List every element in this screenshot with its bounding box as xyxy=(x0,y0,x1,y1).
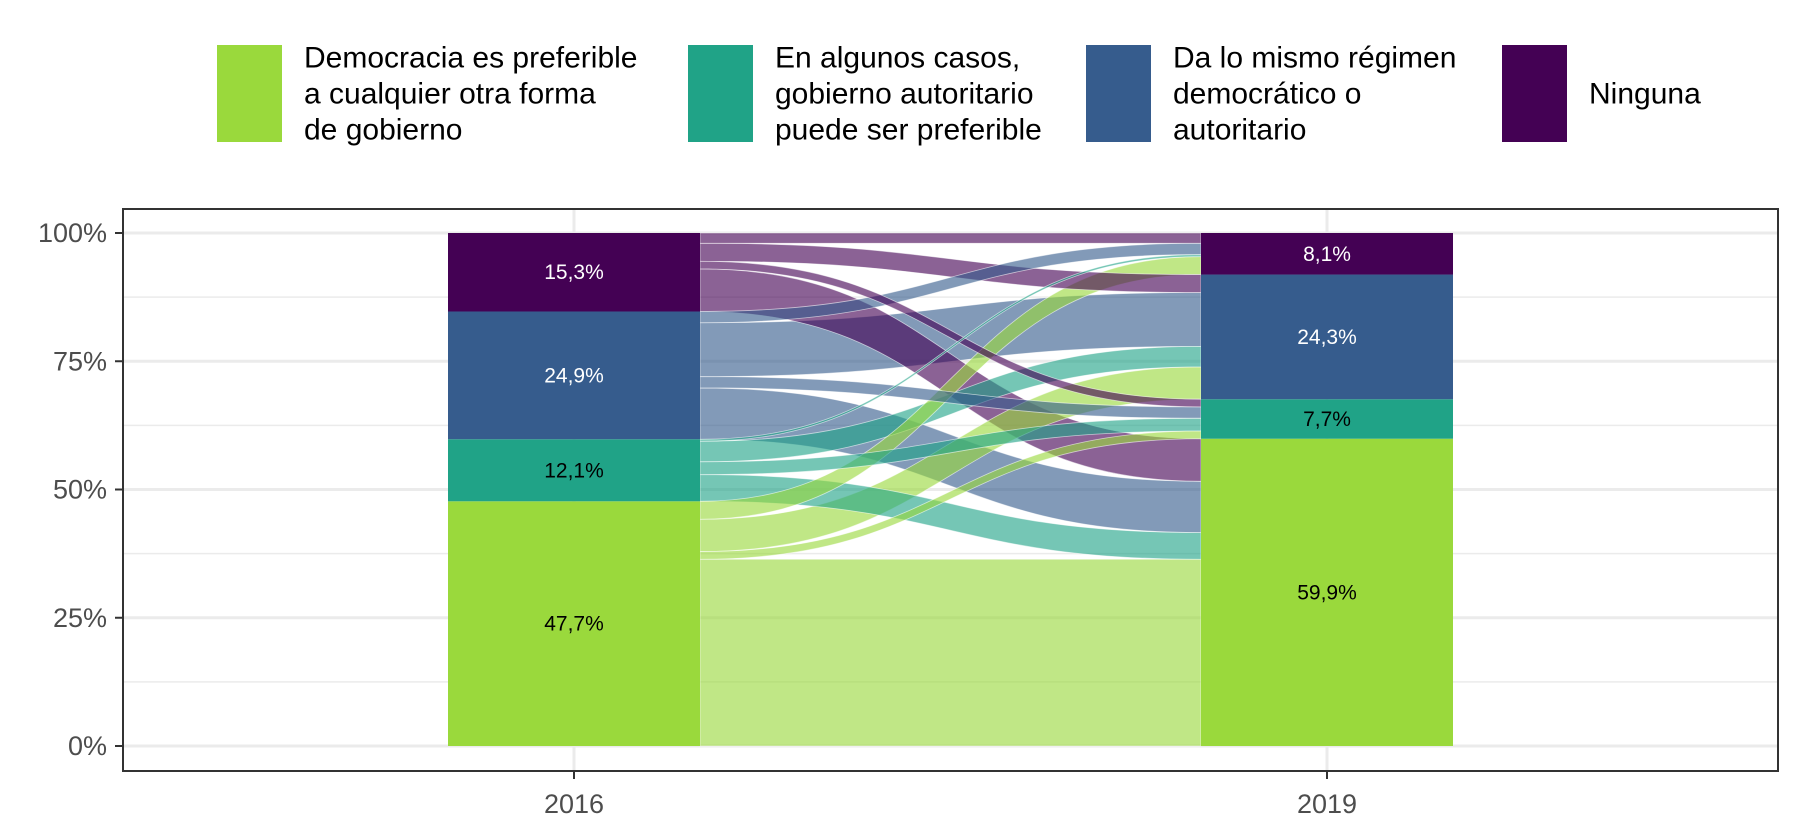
legend: Democracia es preferible a cualquier otra… xyxy=(217,42,1701,147)
legend-item-autoritario: En algunos casos, gobierno autoritario pue… xyxy=(688,42,1042,147)
flows xyxy=(699,232,1202,747)
x-tick-label: 2019 xyxy=(1297,789,1357,819)
bar-segment-2019-autoritario xyxy=(1201,399,1453,439)
bar-labels: 47,7% 12,1% 24,9% 15,3% 59,9% 7,7% 24,3% 8,1% xyxy=(544,243,1357,636)
flow-democracia-to-democracia xyxy=(699,558,1202,747)
data-label-2019-democracia: 59,9% xyxy=(1297,581,1357,604)
legend-label: Democracia es preferible a cualquier otra… xyxy=(304,42,637,147)
data-label-2016-da_lo_mismo: 24,9% xyxy=(544,364,604,387)
bar-segment-2016-autoritario xyxy=(448,439,700,502)
legend-label: Da lo mismo régimen democrático o autorita… xyxy=(1173,42,1456,147)
data-label-2016-ninguna: 15,3% xyxy=(544,261,604,284)
data-label-2016-autoritario: 12,1% xyxy=(544,459,604,482)
legend-item-democracia: Democracia es preferible a cualquier otra… xyxy=(217,42,637,147)
y-tick-label: 100% xyxy=(38,218,107,248)
stacked-bars xyxy=(448,233,1453,746)
y-tick-label: 0% xyxy=(68,731,107,761)
axes: 0% 25% 50% 75% 100% 2016 2019 xyxy=(38,208,1779,819)
x-tick-label: 2016 xyxy=(544,789,604,819)
legend-swatch xyxy=(1502,45,1567,142)
y-tick-label: 75% xyxy=(53,346,107,376)
data-label-2016-democracia: 47,7% xyxy=(544,613,604,636)
bar-segment-2016-democracia xyxy=(448,501,700,746)
bar-segment-2016-ninguna xyxy=(448,233,700,312)
bar-segment-2016-da_lo_mismo xyxy=(448,311,700,440)
legend-label: Ninguna xyxy=(1589,78,1701,111)
data-label-2019-ninguna: 8,1% xyxy=(1303,243,1351,266)
legend-item-ninguna: Ninguna xyxy=(1502,45,1701,142)
flow-ninguna-to-ninguna xyxy=(699,232,1202,244)
legend-label: En algunos casos, gobierno autoritario pue… xyxy=(775,42,1042,147)
legend-swatch xyxy=(1086,45,1151,142)
bar-segment-2019-da_lo_mismo xyxy=(1201,274,1453,400)
y-tick-label: 25% xyxy=(53,603,107,633)
data-label-2019-da_lo_mismo: 24,3% xyxy=(1297,326,1357,349)
y-tick-label: 50% xyxy=(53,475,107,505)
legend-swatch xyxy=(688,45,753,142)
bar-segment-2019-democracia xyxy=(1201,438,1453,746)
legend-swatch xyxy=(217,45,282,142)
bar-segment-2019-ninguna xyxy=(1201,233,1453,275)
data-label-2019-autoritario: 7,7% xyxy=(1303,408,1351,431)
legend-item-da_lo_mismo: Da lo mismo régimen democrático o autorita… xyxy=(1086,42,1456,147)
